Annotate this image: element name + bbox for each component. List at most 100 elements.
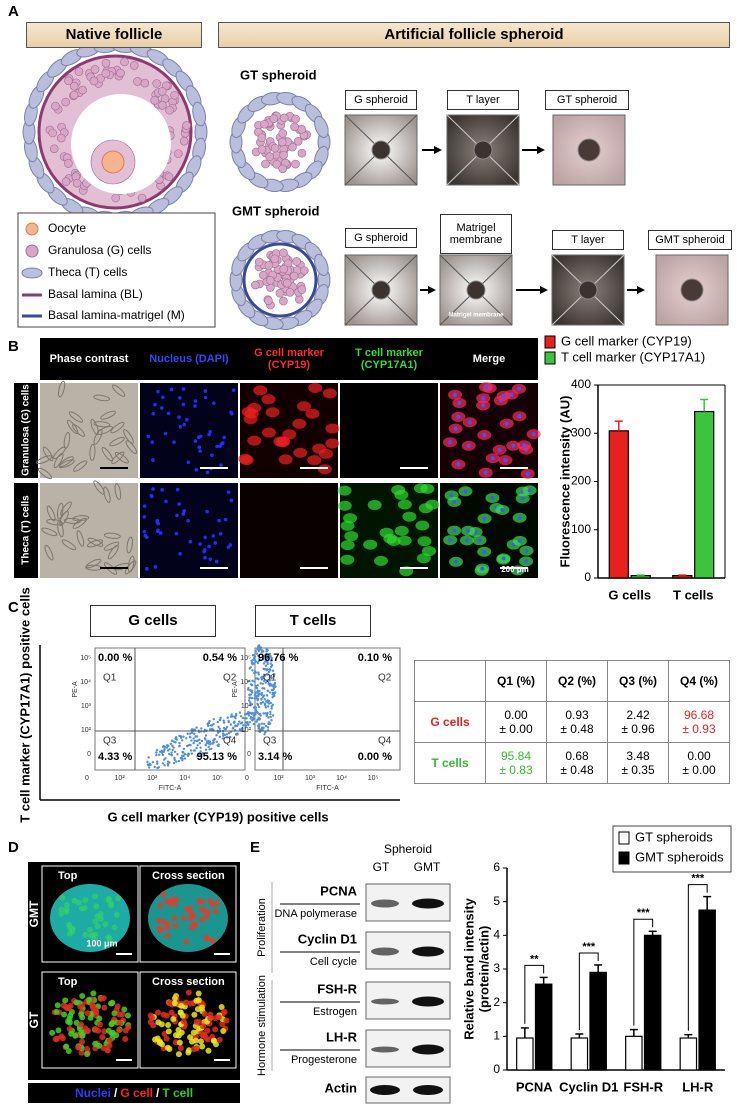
cell [187, 915, 194, 922]
cell [92, 918, 99, 925]
y-tick-label: 4 [493, 928, 500, 942]
nucleus [482, 516, 487, 521]
table-header: Q3 (%) [607, 660, 669, 702]
bar [534, 983, 553, 1071]
error-bar [629, 1028, 638, 1037]
spheroid [578, 280, 598, 300]
cell [183, 999, 190, 1006]
nucleus [516, 386, 521, 391]
cell [417, 536, 432, 547]
cell [391, 484, 406, 495]
cell [193, 1018, 200, 1025]
nucleus [501, 393, 506, 398]
cell [195, 997, 202, 1004]
cell [42, 446, 54, 462]
view-label: Cross section [152, 976, 225, 988]
granulosa-cell [251, 280, 260, 290]
granulosa-cell [272, 159, 282, 169]
event [155, 751, 158, 754]
event [262, 662, 266, 665]
axis-label: T cell marker (CYP17A1) positive cells [17, 587, 32, 823]
y-tick-label: 6 [493, 860, 500, 874]
event [250, 712, 253, 715]
cell [87, 932, 94, 939]
table-row: T cells 95.84 ± 0.83 0.68 ± 0.48 3.48 ± 0.35 0.… [414, 742, 730, 784]
lane-label: GMT [414, 860, 441, 874]
granulosa-cell [254, 257, 264, 267]
event [269, 715, 272, 719]
event [258, 705, 261, 709]
cell [97, 425, 113, 435]
nucleus [231, 388, 236, 393]
cell [180, 1018, 187, 1025]
event [195, 726, 198, 729]
cell [204, 1036, 211, 1043]
event [263, 687, 266, 690]
event [249, 701, 252, 704]
cell [191, 1011, 198, 1018]
nucleus [151, 458, 155, 462]
event [269, 710, 272, 714]
event [254, 696, 258, 700]
event [155, 748, 159, 752]
event [249, 715, 253, 719]
cell [164, 921, 171, 928]
cell [198, 1004, 205, 1011]
column-header: Merge [472, 352, 506, 365]
event [261, 682, 264, 685]
step-box: GT spheroid [545, 90, 629, 110]
nucleus [213, 541, 218, 545]
cell [205, 1047, 212, 1054]
band-desc: Estrogen [313, 1006, 357, 1018]
blot-band [412, 898, 444, 909]
cell-mean: 2.42 [626, 708, 650, 722]
significance: *** [691, 873, 705, 885]
cell [219, 1021, 226, 1028]
row-label: T cells [414, 742, 486, 784]
event [166, 749, 170, 752]
nucleus [515, 568, 520, 573]
event [273, 673, 276, 676]
event [256, 718, 259, 721]
cell [100, 410, 116, 420]
event [234, 712, 238, 716]
event [239, 722, 243, 725]
cell [165, 1021, 172, 1028]
event [194, 735, 197, 738]
event [251, 679, 254, 682]
event [229, 735, 232, 739]
cell [109, 999, 116, 1006]
cell [101, 1028, 108, 1035]
granulosa-cell [90, 65, 100, 74]
nucleus [163, 431, 168, 436]
cell [103, 532, 121, 539]
cell [49, 1029, 56, 1036]
micrograph [140, 483, 238, 578]
event [238, 720, 241, 723]
nucleus [203, 389, 208, 393]
granulosa-cell [261, 159, 270, 169]
event [266, 679, 269, 683]
cell [102, 921, 109, 928]
cell [116, 1019, 123, 1026]
cell [296, 401, 311, 412]
micrograph [440, 382, 541, 479]
cell [152, 1036, 159, 1043]
event [268, 676, 272, 679]
event [216, 720, 219, 724]
nucleus [211, 534, 216, 538]
legend-box [612, 825, 732, 873]
cell [63, 908, 70, 915]
event [266, 705, 270, 708]
quadrant-value: 0.10 % [358, 652, 392, 664]
cell [106, 1037, 113, 1044]
cell [78, 1011, 85, 1018]
event [251, 716, 255, 720]
panel-label: D [8, 839, 19, 856]
cell [209, 901, 216, 908]
cell [344, 531, 359, 542]
event [208, 748, 211, 751]
event [266, 660, 269, 663]
cell [90, 418, 99, 436]
event [231, 727, 234, 730]
